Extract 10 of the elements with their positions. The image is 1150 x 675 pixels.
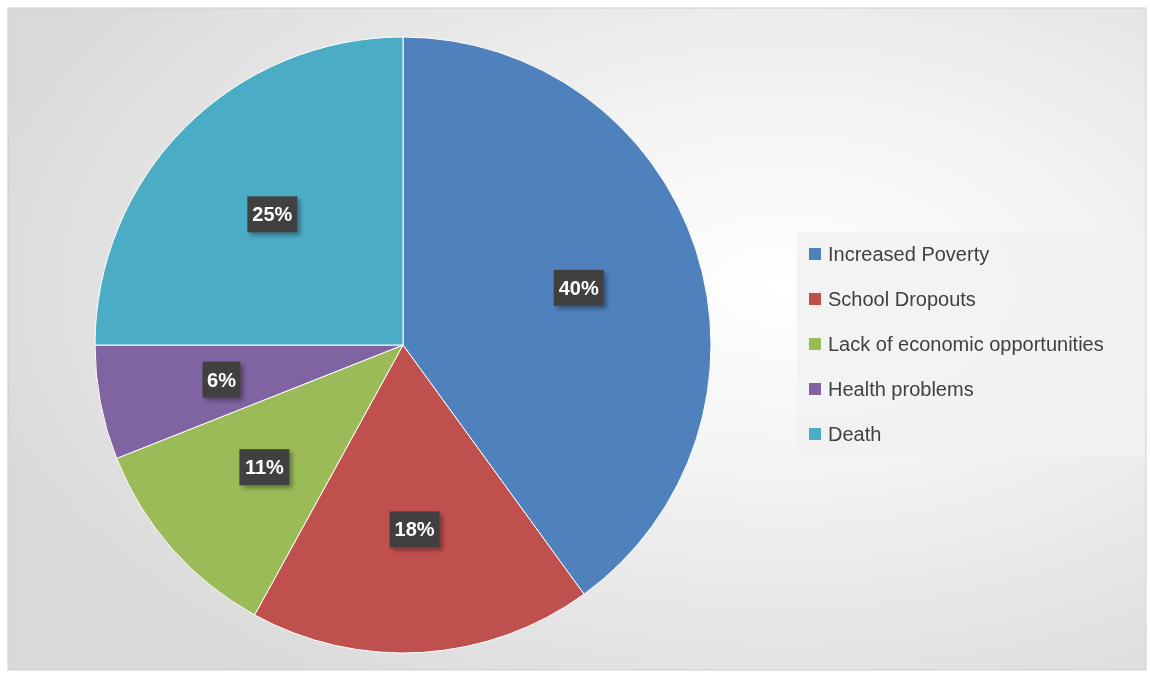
legend-label: Health problems xyxy=(828,378,974,400)
slice-label: Increased Poverty xyxy=(828,243,990,265)
data-label: 25% xyxy=(252,203,293,226)
legend-label: School Dropouts xyxy=(828,288,976,310)
data-label: 18% xyxy=(394,518,435,541)
legend-label: Lack of economic opportunities xyxy=(828,333,1104,355)
legend-label: Death xyxy=(828,423,882,445)
data-label: 40% xyxy=(558,276,599,299)
data-label: 6% xyxy=(207,368,237,391)
data-label: 11% xyxy=(244,456,285,479)
